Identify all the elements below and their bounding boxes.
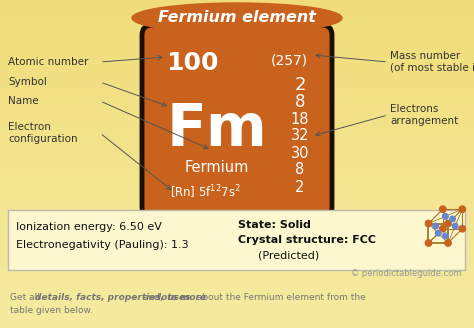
Text: Fermium: Fermium [184,160,249,175]
Text: Electron
configuration: Electron configuration [8,122,78,144]
Circle shape [443,233,448,239]
Text: Electrons
arrangement: Electrons arrangement [390,104,458,126]
Text: table given below.: table given below. [10,306,93,315]
Text: Crystal structure: FCC: Crystal structure: FCC [238,235,376,245]
Text: 100: 100 [166,51,219,75]
Text: State: Solid: State: Solid [238,220,311,230]
Text: Atomic number: Atomic number [8,57,88,67]
Text: 30: 30 [291,146,309,160]
Text: Fermium element: Fermium element [158,10,316,26]
Circle shape [445,240,451,246]
Circle shape [459,206,465,213]
Text: lots more: lots more [158,293,206,302]
Text: Fm: Fm [166,101,267,158]
Text: [Rn] $\mathregular{5f^{12}7s^{2}}$: [Rn] $\mathregular{5f^{12}7s^{2}}$ [170,183,241,201]
Text: 32: 32 [291,129,309,144]
FancyBboxPatch shape [8,210,465,270]
FancyBboxPatch shape [142,25,332,217]
Text: Name: Name [8,96,38,106]
Circle shape [445,220,451,227]
Text: Mass number
(of most stable isotope): Mass number (of most stable isotope) [390,51,474,73]
Text: Electronegativity (Pauling): 1.3: Electronegativity (Pauling): 1.3 [16,240,189,250]
Circle shape [439,206,446,213]
Text: Symbol: Symbol [8,77,47,87]
Ellipse shape [132,3,342,33]
Circle shape [452,223,458,229]
Circle shape [450,216,456,222]
Text: 8: 8 [295,93,305,111]
Circle shape [433,223,438,229]
Circle shape [425,220,432,227]
Text: Get all: Get all [10,293,43,302]
Circle shape [459,226,465,232]
Circle shape [425,240,432,246]
Circle shape [443,214,448,219]
Text: 18: 18 [291,112,309,127]
Text: 2: 2 [295,179,305,195]
Circle shape [439,226,446,232]
Text: about the Fermium element from the: about the Fermium element from the [194,293,366,302]
Text: © periodictableguide.com: © periodictableguide.com [352,270,462,278]
Circle shape [436,231,441,236]
Text: and: and [140,293,163,302]
Text: details, facts, properties, uses: details, facts, properties, uses [35,293,191,302]
Text: (257): (257) [271,53,308,67]
Text: 2: 2 [294,76,306,94]
Text: (Predicted): (Predicted) [258,251,319,261]
Text: 8: 8 [295,162,305,177]
Text: Ionization energy: 6.50 eV: Ionization energy: 6.50 eV [16,222,162,232]
